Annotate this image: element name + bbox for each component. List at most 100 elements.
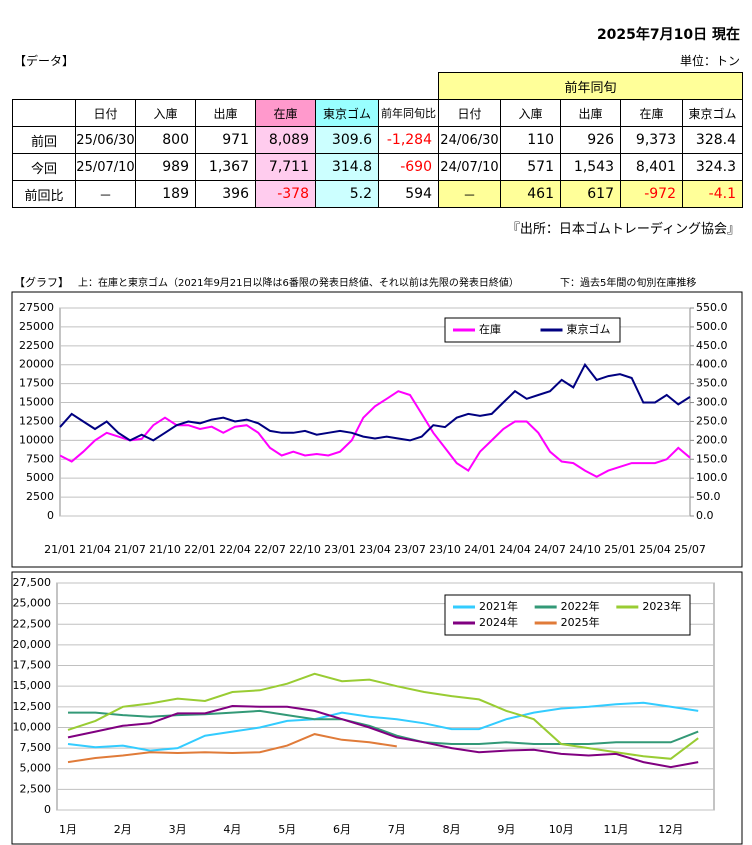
- x-tick-label: 23/10: [429, 543, 461, 556]
- table-cell: 324.3: [682, 153, 743, 181]
- table-cell: -4.1: [682, 180, 743, 208]
- x-tick-label: 6月: [333, 823, 351, 836]
- y2-tick-label: 50.0: [696, 490, 721, 503]
- table-cell: －: [75, 180, 136, 208]
- x-tick-label: 23/07: [394, 543, 426, 556]
- x-tick-label: 8月: [443, 823, 461, 836]
- x-tick-label: 25/07: [674, 543, 706, 556]
- report-date: 2025年7月10日 現在: [596, 27, 740, 43]
- y-tick-label: 2500: [26, 490, 54, 503]
- table-cell: 110: [500, 126, 561, 154]
- table-cell: 24/06/30: [438, 126, 501, 154]
- series-line: [67, 701, 699, 752]
- column-header: 東京ゴム: [315, 99, 379, 127]
- table-cell: －: [438, 180, 501, 208]
- y-tick-label: 5000: [26, 471, 54, 484]
- x-tick-label: 22/01: [184, 543, 216, 556]
- legend-label: 2023年: [642, 599, 681, 613]
- y2-tick-label: 350.0: [696, 377, 728, 390]
- table-cell: -378: [255, 180, 316, 208]
- table-row: 今回 25/07/10 989 1,367 7,711 314.8 -690 24/07/10…: [12, 153, 743, 181]
- table-cell: 25/06/30: [75, 126, 136, 154]
- x-tick-label: 21/10: [149, 543, 181, 556]
- x-tick-label: 5月: [278, 823, 296, 836]
- table-row: 前回 25/06/30 800 971 8,089 309.6 -1,284 24/06/30…: [12, 126, 743, 154]
- x-tick-label: 23/04: [359, 543, 391, 556]
- x-tick-label: 3月: [169, 823, 187, 836]
- y2-tick-label: 400.0: [696, 358, 728, 371]
- unit-label: 単位：トン: [679, 54, 740, 68]
- y-tick-label: 15000: [19, 396, 54, 409]
- x-tick-label: 22/04: [219, 543, 251, 556]
- series-line: [67, 672, 699, 760]
- x-tick-label: 21/07: [114, 543, 146, 556]
- column-header: 出庫: [560, 99, 621, 127]
- column-header: 在庫: [255, 99, 316, 127]
- y-tick-label: 0: [47, 509, 54, 522]
- y2-tick-label: 500.0: [696, 320, 728, 333]
- table-cell: 617: [560, 180, 621, 208]
- column-header: 東京ゴム: [682, 99, 743, 127]
- x-tick-label: 24/07: [534, 543, 566, 556]
- column-header: 入庫: [135, 99, 196, 127]
- x-tick-label: 11月: [604, 823, 629, 836]
- plot-area: [59, 307, 691, 517]
- x-tick-label: 2月: [114, 823, 132, 836]
- y-tick-label: 27,500: [13, 576, 52, 589]
- x-tick-label: 21/01: [44, 543, 76, 556]
- table-cell: 189: [135, 180, 196, 208]
- chart-frame: [11, 291, 743, 568]
- series-line: [59, 390, 691, 478]
- table-cell: -690: [378, 153, 439, 181]
- legend-label: 2021年: [479, 599, 518, 613]
- table-cell: 396: [195, 180, 256, 208]
- x-tick-label: 25/01: [604, 543, 636, 556]
- y-tick-label: 20,000: [13, 638, 52, 651]
- y-tick-label: 12500: [19, 414, 54, 427]
- row-header: 前回: [12, 126, 76, 154]
- y-tick-label: 12,500: [13, 700, 52, 713]
- column-header: 在庫: [620, 99, 683, 127]
- legend-label: 東京ゴム: [567, 322, 611, 336]
- table-cell: 8,401: [620, 153, 683, 181]
- chart-frame: [11, 571, 743, 845]
- section-label: 【データ】: [14, 54, 75, 68]
- legend-box: [444, 317, 621, 343]
- y-tick-label: 0: [44, 803, 51, 816]
- table-cell: 5.2: [315, 180, 379, 208]
- table-cell: 8,089: [255, 126, 316, 154]
- table-cell: 594: [378, 180, 439, 208]
- legend-label: 2024年: [479, 615, 518, 629]
- graph-lower-note: 下：過去5年間の旬別在庫推移: [560, 278, 697, 289]
- y-tick-label: 25,000: [13, 597, 52, 610]
- group-header: 前年同旬: [438, 72, 743, 100]
- x-tick-label: 25/04: [639, 543, 671, 556]
- data-table: 前年同旬 日付 入庫 出庫 在庫 東京ゴム 前年同旬比 日付 入庫 出庫 在庫 東京ゴム 前回 25/06…: [12, 72, 743, 208]
- y-tick-label: 20000: [19, 358, 54, 371]
- x-tick-label: 24/04: [499, 543, 531, 556]
- y-tick-label: 5,000: [20, 762, 52, 775]
- table-cell: -1,284: [378, 126, 439, 154]
- column-header: 入庫: [500, 99, 561, 127]
- table-cell: 25/07/10: [75, 153, 136, 181]
- y-tick-label: 10000: [19, 433, 54, 446]
- graph-title: 【グラフ】: [14, 276, 69, 289]
- x-tick-label: 7月: [388, 823, 406, 836]
- x-tick-label: 4月: [223, 823, 241, 836]
- y-tick-label: 17,500: [13, 659, 52, 672]
- table-cell: 461: [500, 180, 561, 208]
- legend-label: 在庫: [479, 322, 501, 336]
- x-tick-label: 10月: [549, 823, 574, 836]
- y-tick-label: 17500: [19, 377, 54, 390]
- y2-tick-label: 150.0: [696, 452, 728, 465]
- column-header: 日付: [75, 99, 136, 127]
- y-tick-label: 22500: [19, 339, 54, 352]
- y2-tick-label: 300.0: [696, 396, 728, 409]
- y-tick-label: 15,000: [13, 679, 52, 692]
- graph-upper-note: 上：在庫と東京ゴム（2021年9月21日以降は6番限の発表日終値、それ以前は先限…: [78, 278, 519, 289]
- table-row: 前回比－ 189 396 -378 5.2 594 － 461 617 -972 -4.1: [12, 180, 743, 208]
- table-cell: 926: [560, 126, 621, 154]
- legend-box: [444, 594, 691, 636]
- table-cell: 309.6: [315, 126, 379, 154]
